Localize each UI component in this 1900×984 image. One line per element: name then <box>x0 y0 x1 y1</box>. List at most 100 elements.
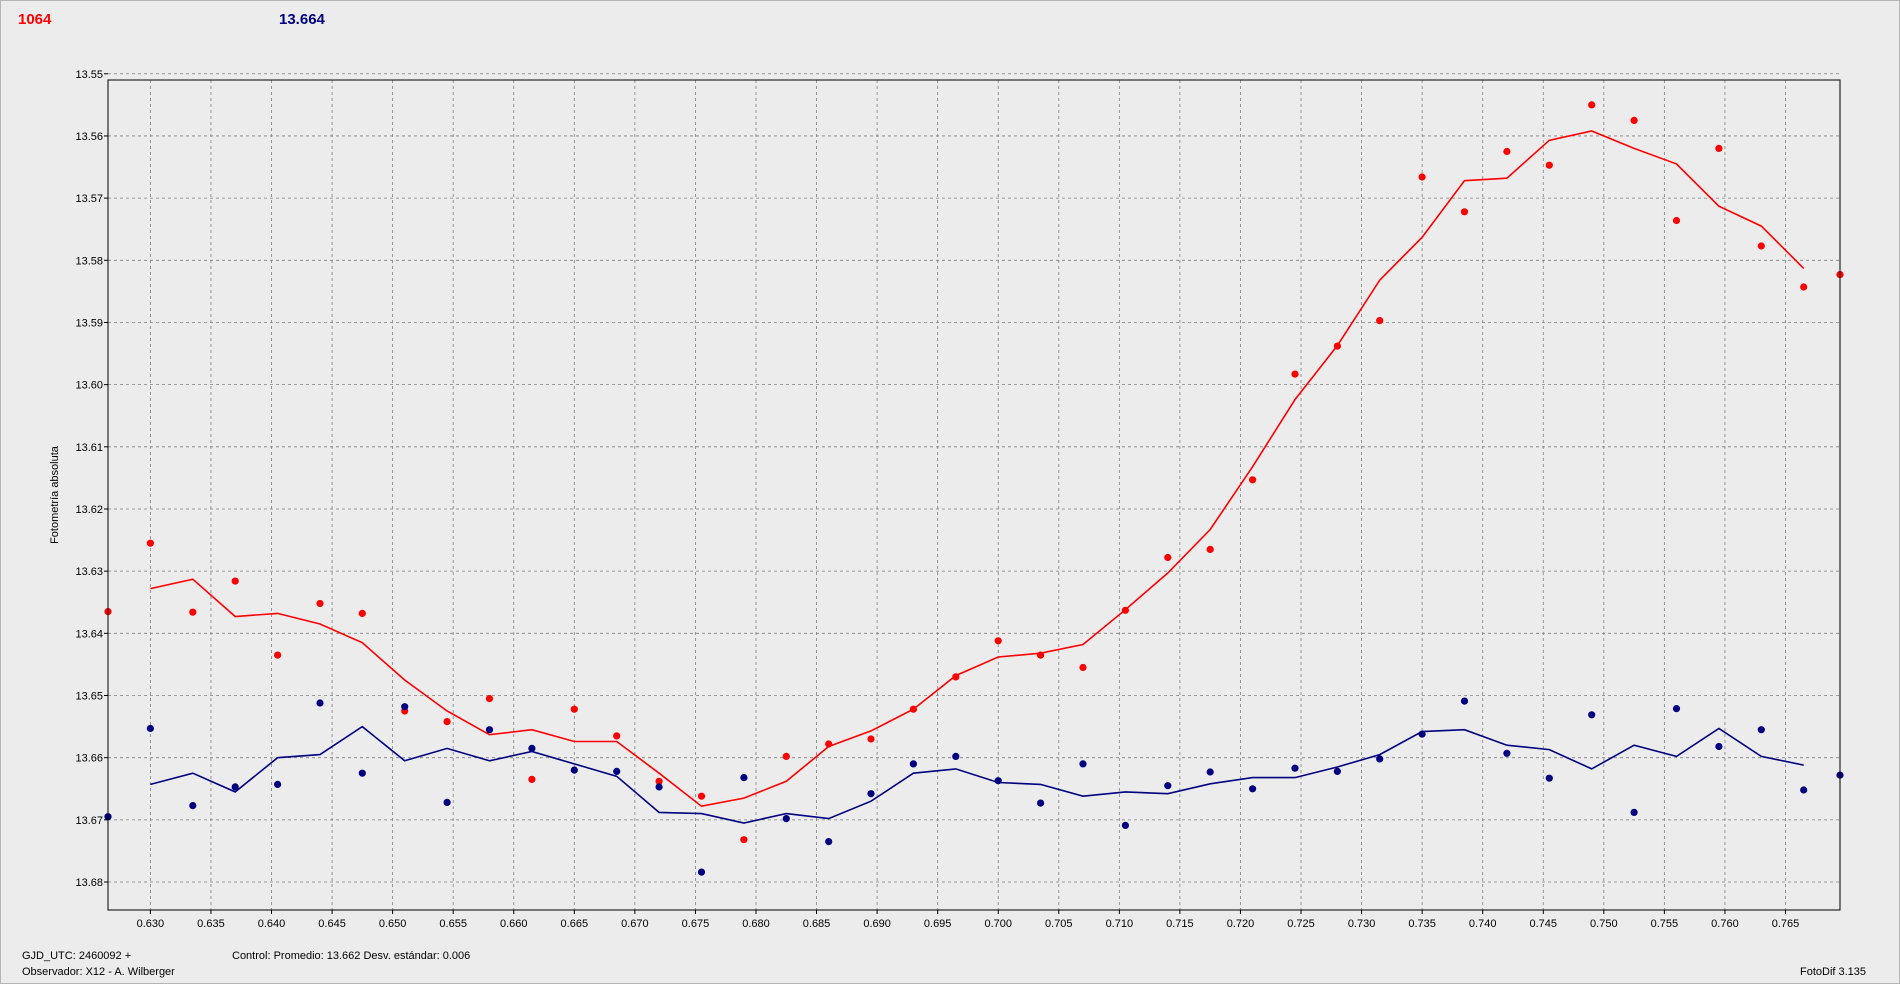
y-tick-label: 13.61 <box>75 442 103 454</box>
x-tick-label: 0.760 <box>1711 918 1739 930</box>
red-data-point <box>189 608 197 616</box>
blue-data-point <box>952 752 960 761</box>
blue-data-point <box>994 777 1002 785</box>
blue-data-point <box>613 767 621 776</box>
red-data-point <box>867 735 875 743</box>
blue-data-point <box>358 769 366 777</box>
red-data-point <box>1503 147 1511 156</box>
y-tick-label: 13.56 <box>75 131 103 143</box>
blue-data-point <box>909 760 918 768</box>
x-tick-label: 0.640 <box>258 918 286 930</box>
x-tick-label: 0.720 <box>1227 918 1255 930</box>
red-series-value: 1064 <box>18 11 52 28</box>
blue-series-value: 13.664 <box>279 11 325 28</box>
blue-data-point <box>1588 711 1596 719</box>
red-data-point <box>909 705 918 713</box>
red-data-point <box>1333 342 1341 350</box>
red-data-point <box>1376 317 1384 325</box>
y-tick-label: 13.68 <box>75 877 103 889</box>
blue-data-point <box>1460 697 1469 705</box>
blue-data-point <box>528 744 536 753</box>
y-tick-label: 13.67 <box>75 815 103 827</box>
y-tick-label: 13.65 <box>75 691 103 703</box>
x-tick-label: 0.675 <box>682 918 710 930</box>
x-tick-label: 0.645 <box>318 918 346 930</box>
red-data-point <box>697 792 706 800</box>
red-data-point <box>952 673 960 681</box>
plot-area <box>108 80 1840 910</box>
red-data-point <box>1588 101 1596 109</box>
red-data-point <box>1418 173 1426 181</box>
x-tick-label: 0.710 <box>1106 918 1134 930</box>
red-data-point <box>316 599 324 608</box>
y-tick-label: 13.62 <box>75 504 103 516</box>
x-tick-label: 0.705 <box>1045 918 1073 930</box>
x-tick-label: 0.685 <box>803 918 831 930</box>
blue-data-point <box>189 802 197 810</box>
x-tick-label: 0.740 <box>1469 918 1497 930</box>
blue-data-point <box>1545 774 1553 782</box>
red-data-point <box>485 695 494 703</box>
x-tick-label: 0.735 <box>1408 918 1436 930</box>
blue-data-point <box>825 838 833 846</box>
blue-data-point <box>1249 785 1257 793</box>
blue-data-point <box>655 783 663 791</box>
red-data-point <box>1460 208 1469 216</box>
red-data-point <box>1757 242 1765 250</box>
red-data-point <box>528 775 536 784</box>
x-tick-label: 0.750 <box>1590 918 1618 930</box>
y-tick-label: 13.58 <box>75 255 103 267</box>
blue-data-point <box>1800 786 1808 794</box>
red-data-point <box>1672 216 1681 225</box>
blue-data-point <box>570 766 578 774</box>
x-tick-label: 0.655 <box>439 918 467 930</box>
red-data-point <box>1079 663 1087 672</box>
blue-data-point <box>443 798 451 807</box>
red-data-point <box>231 577 239 585</box>
y-tick-label: 13.57 <box>75 193 103 205</box>
blue-data-point <box>231 783 239 791</box>
control-stats-label: Control: Promedio: 13.662 Desv. estándar… <box>232 950 471 962</box>
blue-data-point <box>1333 767 1341 776</box>
x-tick-label: 0.635 <box>197 918 225 930</box>
x-tick-label: 0.665 <box>561 918 589 930</box>
blue-data-point <box>1376 755 1384 763</box>
blue-data-point <box>316 699 324 707</box>
red-data-point <box>443 718 451 726</box>
x-tick-label: 0.630 <box>137 918 165 930</box>
x-tick-label: 0.690 <box>863 918 891 930</box>
blue-data-point <box>1672 705 1681 713</box>
blue-data-point <box>1503 749 1511 757</box>
red-data-point <box>1249 476 1257 484</box>
y-axis-label: Fotometría absoluta <box>49 446 61 544</box>
x-tick-label: 0.695 <box>924 918 952 930</box>
red-data-point <box>1800 283 1808 291</box>
red-data-point <box>274 651 282 659</box>
x-tick-label: 0.670 <box>621 918 649 930</box>
blue-data-point <box>1757 726 1765 734</box>
blue-data-point <box>1164 782 1172 790</box>
y-tick-label: 13.64 <box>75 628 103 640</box>
y-tick-label: 13.59 <box>75 317 103 329</box>
blue-data-point <box>1630 808 1638 817</box>
blue-data-point <box>1291 764 1299 772</box>
red-data-point <box>613 732 621 740</box>
y-tick-label: 13.66 <box>75 753 103 765</box>
blue-data-point <box>146 724 154 733</box>
red-data-point <box>1206 545 1214 554</box>
red-series-line <box>150 130 1805 808</box>
red-data-point <box>1630 116 1638 124</box>
red-data-point <box>782 752 790 761</box>
blue-data-point <box>1121 821 1129 830</box>
x-tick-label: 0.745 <box>1529 918 1557 930</box>
blue-data-point <box>697 868 706 876</box>
blue-data-point <box>274 780 282 789</box>
red-data-point <box>655 777 663 785</box>
red-data-point <box>570 705 578 713</box>
red-data-point <box>1121 606 1129 614</box>
x-tick-label: 0.680 <box>742 918 770 930</box>
blue-series-line <box>150 725 1804 824</box>
red-data-point <box>358 609 366 618</box>
x-tick-label: 0.650 <box>379 918 407 930</box>
